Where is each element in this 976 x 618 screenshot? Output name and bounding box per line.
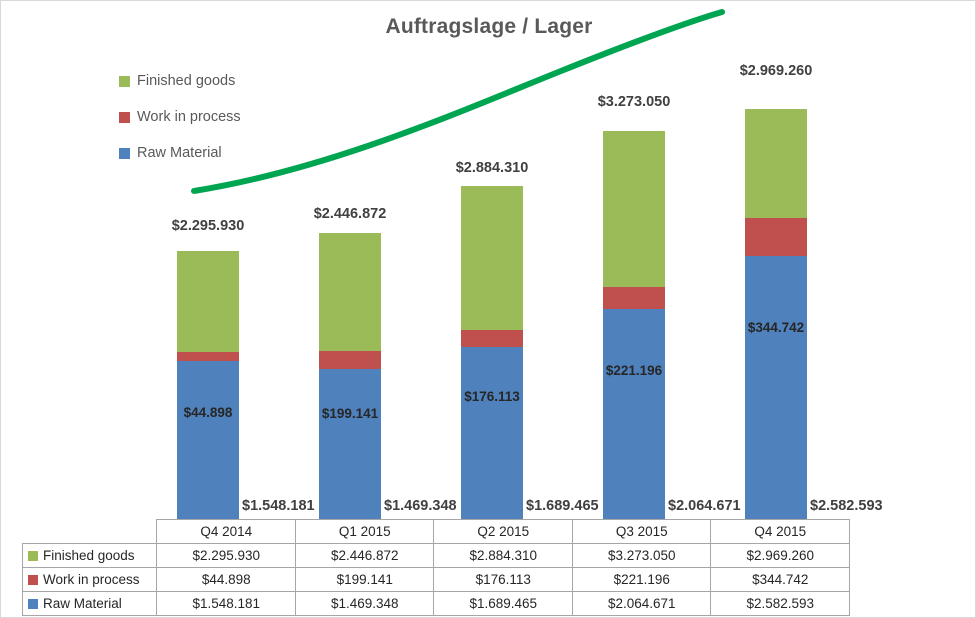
table-col-header-q1-2015: Q1 2015 [294,519,435,544]
table-cell: $199.141 [294,567,435,592]
table-cell: $221.196 [571,567,712,592]
bar-group-q4-2014[interactable] [177,251,239,519]
bar-segment-work-in-process[interactable] [177,352,239,361]
table-row-header-label: Raw Material [43,596,122,611]
table-cell: $44.898 [156,567,296,592]
bar-group-q4-2015[interactable] [745,109,807,519]
table-cell: $344.742 [710,567,850,592]
bar-segment-raw-material[interactable] [177,361,239,519]
bar-label-wip-q4-2015: $344.742 [747,320,805,335]
table-col-header-q4-2015: Q4 2015 [710,519,850,544]
bar-label-raw-q2-2015: $1.689.465 [526,498,599,514]
table-row-header-work-in-process: Work in process [21,567,158,592]
legend-swatch-finished-goods [119,75,130,87]
bar-segment-raw-material[interactable] [745,256,807,519]
bar-label-total-q1-2015: $2.446.872 [313,206,387,222]
bar-segment-finished-goods[interactable] [603,131,665,288]
table-col-header-q3-2015: Q3 2015 [571,519,712,544]
table-swatch-raw-material [28,599,38,609]
table-cell: $2.969.260 [710,543,850,568]
bar-label-total-q4-2014: $2.295.930 [171,218,245,234]
bar-segment-work-in-process[interactable] [745,218,807,256]
bar-label-total-q2-2015: $2.884.310 [455,160,529,176]
bar-segment-finished-goods[interactable] [319,233,381,352]
table-row-finished-goods: Finished goods $2.295.930 $2.446.872 $2.… [21,543,850,568]
data-table: Q4 2014 Q1 2015 Q2 2015 Q3 2015 Q4 2015 … [21,519,850,616]
bar-segment-work-in-process[interactable] [319,351,381,369]
table-cell: $1.689.465 [433,591,573,616]
legend-swatch-raw-material [119,147,130,159]
table-col-header-q2-2015: Q2 2015 [433,519,573,544]
table-cell: $176.113 [433,567,573,592]
table-cell: $2.064.671 [571,591,712,616]
table-row-header-raw-material: Raw Material [21,591,158,616]
bar-label-raw-q3-2015: $2.064.671 [668,498,741,514]
bar-group-q2-2015[interactable] [461,186,523,519]
table-row-raw-material: Raw Material $1.548.181 $1.469.348 $1.68… [21,591,850,616]
bar-segment-finished-goods[interactable] [461,186,523,331]
table-row-header-label: Work in process [43,572,140,587]
bar-segment-finished-goods[interactable] [745,109,807,219]
table-cell: $1.548.181 [156,591,296,616]
bar-segment-finished-goods[interactable] [177,251,239,357]
bar-label-wip-q3-2015: $221.196 [605,363,663,378]
bar-label-wip-q4-2014: $44.898 [183,405,233,420]
bar-group-q1-2015[interactable] [319,233,381,519]
table-cell: $2.446.872 [294,543,435,568]
table-swatch-work-in-process [28,575,38,585]
legend-swatch-work-in-process [119,111,130,123]
bar-group-q3-2015[interactable] [603,131,665,519]
table-row-header-finished-goods: Finished goods [21,543,158,568]
bar-label-total-q4-2015: $2.969.260 [739,63,813,79]
bar-segment-raw-material[interactable] [603,309,665,519]
table-row-header-label: Finished goods [43,548,135,563]
bar-segment-work-in-process[interactable] [603,287,665,309]
table-cell: $2.295.930 [156,543,296,568]
table-row-work-in-process: Work in process $44.898 $199.141 $176.11… [21,567,850,592]
bar-label-raw-q4-2014: $1.548.181 [242,498,315,514]
bar-label-wip-q2-2015: $176.113 [464,389,520,404]
bar-segment-raw-material[interactable] [319,369,381,519]
bar-label-total-q3-2015: $3.273.050 [597,94,671,110]
table-cell: $2.582.593 [710,591,850,616]
table-cell: $2.884.310 [433,543,573,568]
bar-segment-work-in-process[interactable] [461,330,523,347]
bar-label-wip-q1-2015: $199.141 [321,406,379,421]
table-swatch-finished-goods [28,551,38,561]
table-corner-cell [23,520,157,544]
plot-area: $2.295.930 $44.898 $1.548.181 $2.446.872… [1,1,975,519]
table-cell: $3.273.050 [571,543,712,568]
bar-label-raw-q1-2015: $1.469.348 [384,498,457,514]
bar-label-raw-q4-2015: $2.582.593 [810,498,883,514]
table-header-row: Q4 2014 Q1 2015 Q2 2015 Q3 2015 Q4 2015 [23,519,850,544]
bar-segment-raw-material[interactable] [461,347,523,519]
table-cell: $1.469.348 [294,591,435,616]
table-col-header-q4-2014: Q4 2014 [156,519,296,544]
